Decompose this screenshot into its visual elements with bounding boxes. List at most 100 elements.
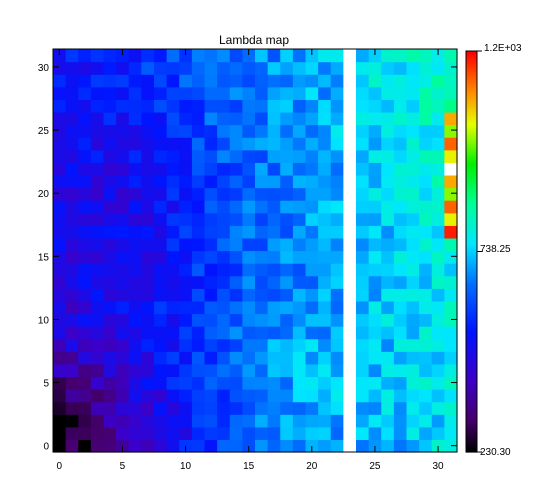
colorbar-segment — [466, 387, 477, 391]
heatmap-cell — [78, 212, 92, 226]
heatmap-cell — [128, 212, 142, 226]
heatmap-cell — [103, 124, 117, 138]
heatmap-cell — [267, 225, 281, 239]
colorbar-segment — [466, 81, 477, 84]
heatmap-cell — [267, 99, 281, 113]
heatmap-cell — [330, 200, 344, 214]
heatmap-cell — [280, 389, 294, 403]
heatmap-cell — [356, 414, 370, 428]
heatmap-cell — [65, 149, 79, 163]
colorbar-segment — [466, 439, 477, 443]
heatmap-cell — [204, 338, 218, 352]
heatmap-cell — [393, 351, 408, 365]
heatmap-cell — [255, 351, 269, 365]
heatmap-cell — [166, 49, 180, 63]
heatmap-cell — [179, 74, 193, 88]
heatmap-cell — [141, 250, 155, 264]
heatmap-cell — [356, 124, 370, 138]
heatmap-cell — [255, 99, 269, 113]
heatmap-cell — [78, 288, 92, 302]
heatmap-cell — [381, 363, 395, 378]
heatmap-cell — [305, 49, 319, 63]
heatmap-cell — [78, 61, 92, 75]
heatmap-cell — [356, 389, 370, 403]
heatmap-cell — [191, 162, 206, 176]
heatmap-cell — [330, 426, 344, 440]
heatmap-cell — [229, 250, 243, 264]
heatmap-cell — [191, 363, 206, 378]
colorbar-segment — [466, 185, 477, 188]
heatmap-cell — [267, 187, 281, 201]
heatmap-cell — [217, 86, 231, 100]
heatmap-cell — [65, 99, 79, 113]
heatmap-cell — [242, 86, 256, 100]
heatmap-cell — [229, 351, 243, 365]
heatmap-cell — [280, 225, 294, 239]
heatmap-cell — [406, 313, 420, 327]
heatmap-cell — [204, 426, 218, 440]
y-axis: 0 5 10 15 20 25 30 — [38, 63, 457, 453]
heatmap-cell — [292, 200, 307, 214]
heatmap-cell — [419, 86, 433, 100]
heatmap-cell — [191, 351, 206, 365]
heatmap-cell — [242, 326, 256, 340]
heatmap-cell — [65, 49, 79, 63]
heatmap-cell — [368, 263, 382, 277]
heatmap-cell — [103, 74, 117, 88]
colorbar-min-label: 230.30 — [480, 447, 511, 458]
heatmap-cell — [381, 124, 395, 138]
heatmap-cell — [179, 250, 193, 264]
heatmap-cell — [217, 74, 231, 88]
colorbar-segment — [466, 419, 477, 423]
colorbar-segment — [466, 201, 477, 204]
heatmap-cell — [65, 351, 79, 365]
heatmap-cell — [154, 275, 168, 289]
heatmap-cell — [267, 174, 281, 189]
heatmap-cell — [229, 162, 243, 176]
chart-title: Lambda map — [219, 33, 289, 47]
heatmap-cell — [65, 414, 79, 428]
heatmap-cell — [166, 212, 180, 226]
colorbar-segment — [466, 359, 477, 363]
heatmap-cell — [217, 288, 231, 302]
heatmap-cell — [368, 174, 382, 189]
heatmap-cell — [217, 363, 231, 378]
heatmap-cell — [103, 174, 117, 189]
heatmap-cell — [116, 49, 130, 63]
heatmap-cell — [116, 99, 130, 113]
heatmap-cell — [318, 326, 332, 340]
heatmap-cell — [280, 162, 294, 176]
heatmap-cell — [368, 99, 382, 113]
heatmap-cell — [166, 351, 180, 365]
heatmap-cell — [128, 174, 142, 189]
heatmap-cell — [78, 275, 92, 289]
heatmap-cell — [65, 212, 79, 226]
heatmap-cell — [280, 86, 294, 100]
colorbar-segment — [466, 107, 477, 110]
heatmap-cell — [65, 338, 79, 352]
heatmap-cell — [191, 439, 206, 453]
y-tick-label: 5 — [43, 379, 49, 390]
colorbar-segment — [466, 253, 477, 257]
heatmap-cell — [406, 338, 420, 352]
heatmap-cell — [318, 351, 332, 365]
heatmap-cell — [242, 275, 256, 289]
heatmap-cell — [154, 288, 168, 302]
colorbar-segment — [466, 285, 477, 289]
heatmap-cell — [128, 300, 142, 315]
heatmap-cell — [128, 162, 142, 176]
heatmap-cell — [191, 137, 206, 151]
heatmap-cell — [330, 338, 344, 352]
colorbar-segment — [466, 135, 477, 138]
heatmap-cell — [444, 237, 458, 252]
heatmap-cell — [444, 351, 458, 365]
colorbar-segment — [466, 393, 477, 397]
colorbar-segment — [466, 59, 477, 62]
heatmap-cell — [305, 300, 319, 315]
heatmap-cell — [90, 300, 105, 315]
heatmap-cell — [393, 237, 408, 252]
heatmap-cell — [103, 275, 117, 289]
heatmap-cell — [343, 61, 357, 75]
heatmap-cell — [255, 401, 269, 415]
heatmap-cell — [406, 86, 420, 100]
